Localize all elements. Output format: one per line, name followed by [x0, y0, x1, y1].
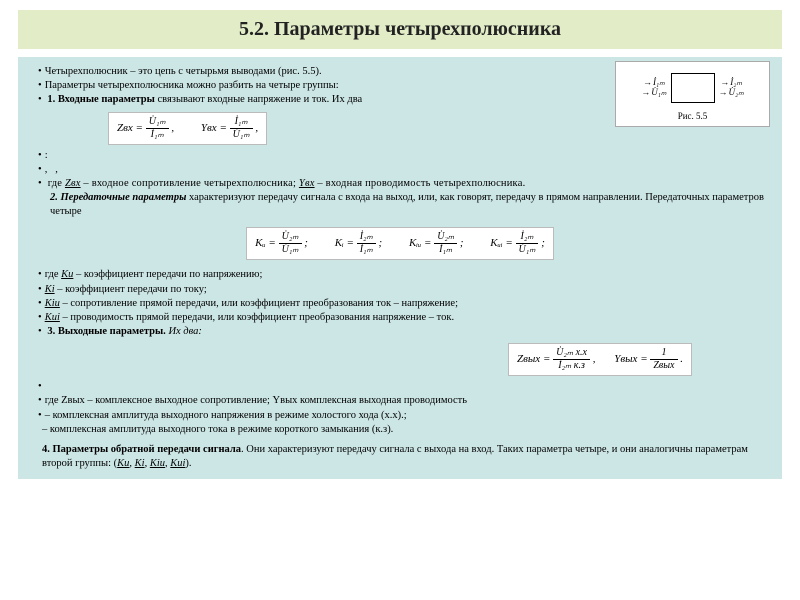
zout-sym: Zвых — [517, 353, 540, 365]
kiu-sym: Kᵢᵤ — [409, 237, 421, 249]
empty-bullet-1: : — [34, 149, 772, 163]
ki-n: İ₂ₘ — [357, 232, 376, 244]
zvx-num: U̇₁ₘ — [146, 117, 169, 129]
zvx-sym: Zвх — [117, 122, 133, 134]
ku-n: U̇₂ₘ — [279, 232, 302, 244]
section-1-text: связывают входные напряжение и ток. Их д… — [155, 94, 362, 105]
def-ki: Ki – коэффициент передачи по току; — [34, 283, 772, 297]
section-4-heading: 4. Параметры обратной передачи сигнала — [42, 444, 241, 455]
zvx-den: İ₁ₘ — [146, 129, 169, 140]
kui-n: İ₂ₘ — [516, 232, 539, 244]
kui-sym: Kᵤᵢ — [490, 237, 502, 249]
yvx-num: İ₁ₘ — [230, 117, 253, 129]
yvx-den: U̇₁ₘ — [230, 129, 253, 140]
kiu-d: İ₁ₘ — [434, 244, 457, 255]
kiu-n: U̇₂ₘ — [434, 232, 457, 244]
def-kui: Kui – проводимость прямой передачи, или … — [34, 311, 772, 325]
yout-d: Zвых — [650, 360, 677, 371]
def-kz: – комплексная амплитуда выходного тока в… — [34, 423, 772, 437]
y-desc: – входная проводимость четырехполюсника. — [315, 178, 526, 189]
yout-sym: Yвых — [614, 353, 637, 365]
section-4: 4. Параметры обратной передачи сигнала. … — [42, 443, 772, 471]
section-1-where: где Zвх – входное сопротивление четырехп… — [34, 177, 772, 191]
formula-zy-out: Zвых = U̇₂ₘ х.хİ₂ₘ к.з , Yвых = 1Zвых . — [28, 339, 772, 380]
slide-title: 5.2. Параметры четырехполюсника — [18, 10, 782, 49]
port-right-labels: İ₂ₘ U̇₂ₘ — [719, 78, 744, 98]
where-word: где — [48, 178, 65, 189]
def-xx: – комплексная амплитуда выходного напряж… — [34, 409, 772, 423]
def-kiu: Kiu – сопротивление прямой передачи, или… — [34, 297, 772, 311]
z-label: Zвх — [65, 178, 81, 189]
y-label: Yвх — [299, 178, 315, 189]
content-panel: İ₁ₘ U̇₁ₘ İ₂ₘ U̇₂ₘ Рис. 5.5 Четырехполюсн… — [18, 57, 782, 479]
section-1-heading: 1. Входные параметры — [47, 94, 155, 105]
section-3-heading: 3. Выходные параметры. — [47, 326, 166, 337]
empty-bullet-3 — [34, 380, 772, 394]
slide: 5.2. Параметры четырехполюсника İ₁ₘ U̇₁ₘ… — [0, 0, 800, 600]
section-3-text: Их два: — [166, 326, 202, 337]
ku-d: U̇₁ₘ — [279, 244, 302, 255]
ku-sym: Kᵤ — [255, 237, 266, 249]
section-2-heading: 2. Передаточные параметры — [50, 192, 186, 203]
yvx-sym: Yвх — [201, 122, 217, 134]
ki-d: İ₁ₘ — [357, 244, 376, 255]
port-box — [671, 73, 715, 103]
def-ku: где Ku – коэффициент передачи по напряже… — [34, 268, 772, 282]
empty-bullet-2: , , — [34, 163, 772, 177]
def-zout: где Zвых – комплексное выходное сопротив… — [34, 394, 772, 408]
zout-d: İ₂ₘ к.з — [553, 360, 590, 371]
section-2: 2. Передаточные параметры характеризуют … — [42, 191, 772, 219]
yout-n: 1 — [650, 348, 677, 360]
ki-sym: Kᵢ — [335, 237, 344, 249]
formula-k: Kᵤ = U̇₂ₘU̇₁ₘ ; Kᵢ = İ₂ₘİ₁ₘ ; Kᵢᵤ = U̇₂ₘ… — [28, 223, 772, 264]
port-left-labels: İ₁ₘ U̇₁ₘ — [641, 78, 666, 98]
figure-caption: Рис. 5.5 — [620, 110, 765, 122]
kui-d: U̇₁ₘ — [516, 244, 539, 255]
section-3: 3. Выходные параметры. Их два: — [34, 325, 772, 339]
u1-label: U̇₁ₘ — [641, 88, 666, 98]
z-desc: – входное сопротивление четырехполюсника… — [81, 178, 299, 189]
figure-5-5: İ₁ₘ U̇₁ₘ İ₂ₘ U̇₂ₘ Рис. 5.5 — [615, 61, 770, 127]
zout-n: U̇₂ₘ х.х — [553, 348, 590, 360]
u2-label: U̇₂ₘ — [719, 88, 744, 98]
two-port-diagram: İ₁ₘ U̇₁ₘ İ₂ₘ U̇₂ₘ — [620, 66, 765, 110]
